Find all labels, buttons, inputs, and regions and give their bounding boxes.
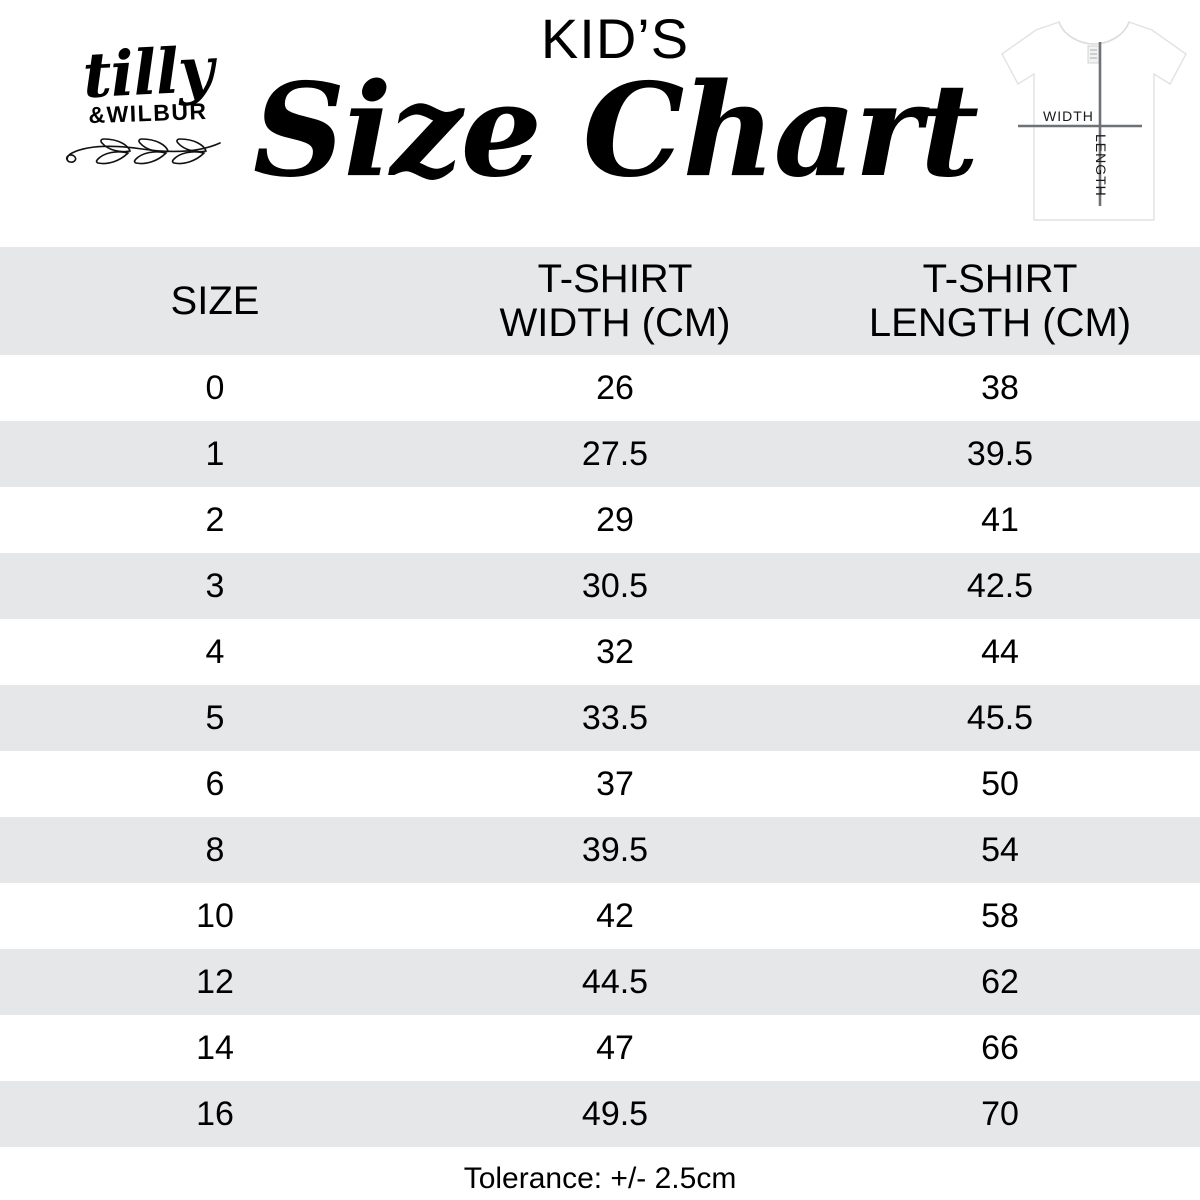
chart-header: tilly &WILBUR KID’S Size Chart	[0, 0, 1200, 247]
cell-length: 66	[800, 1015, 1200, 1081]
cell-length: 58	[800, 883, 1200, 949]
cell-width: 42	[430, 883, 800, 949]
cell-width: 33.5	[430, 685, 800, 751]
table-row: 4 32 44	[0, 619, 1200, 685]
cell-size: 14	[0, 1015, 430, 1081]
table-row: 12 44.5 62	[0, 949, 1200, 1015]
cell-size: 10	[0, 883, 430, 949]
table-row: 6 37 50	[0, 751, 1200, 817]
tshirt-diagram: WIDTH LENGTH	[996, 6, 1192, 232]
page-title: KID’S Size Chart	[250, 0, 980, 206]
cell-width: 44.5	[430, 949, 800, 1015]
cell-size: 0	[0, 355, 430, 421]
cell-size: 5	[0, 685, 430, 751]
column-header-size: SIZE	[0, 247, 430, 355]
cell-size: 16	[0, 1081, 430, 1147]
column-header-width: T-SHIRT WIDTH (CM)	[430, 247, 800, 355]
cell-size: 1	[0, 421, 430, 487]
title-eyebrow: KID’S	[540, 7, 690, 70]
cell-size: 6	[0, 751, 430, 817]
column-header-length: T-SHIRT LENGTH (CM)	[800, 247, 1200, 355]
cell-length: 39.5	[800, 421, 1200, 487]
cell-width: 37	[430, 751, 800, 817]
table-row: 3 30.5 42.5	[0, 553, 1200, 619]
cell-width: 39.5	[430, 817, 800, 883]
cell-length: 45.5	[800, 685, 1200, 751]
brand-logo: tilly &WILBUR	[48, 33, 248, 202]
cell-size: 4	[0, 619, 430, 685]
cell-length: 70	[800, 1081, 1200, 1147]
cell-width: 27.5	[430, 421, 800, 487]
cell-length: 50	[800, 751, 1200, 817]
table-row: 0 26 38	[0, 355, 1200, 421]
cell-width: 26	[430, 355, 800, 421]
table-row: 2 29 41	[0, 487, 1200, 553]
cell-size: 8	[0, 817, 430, 883]
cell-length: 41	[800, 487, 1200, 553]
brand-sub-name: &WILBUR	[88, 97, 208, 129]
table-header-row: SIZE T-SHIRT WIDTH (CM) T-SHIRT LENGTH (…	[0, 247, 1200, 355]
table-row: 1 27.5 39.5	[0, 421, 1200, 487]
cell-width: 30.5	[430, 553, 800, 619]
cell-size: 3	[0, 553, 430, 619]
title-main: Size Chart	[252, 56, 979, 206]
cell-length: 54	[800, 817, 1200, 883]
table-body: 0 26 38 1 27.5 39.5 2 29 41 3 30.5 42.5 …	[0, 355, 1200, 1147]
cell-width: 47	[430, 1015, 800, 1081]
table-row: 10 42 58	[0, 883, 1200, 949]
cell-width: 29	[430, 487, 800, 553]
cell-width: 49.5	[430, 1081, 800, 1147]
cell-length: 38	[800, 355, 1200, 421]
cell-width: 32	[430, 619, 800, 685]
tshirt-length-label: LENGTH	[1093, 134, 1109, 197]
table-row: 8 39.5 54	[0, 817, 1200, 883]
table-row: 16 49.5 70	[0, 1081, 1200, 1147]
tolerance-note: Tolerance: +/- 2.5cm	[463, 1162, 737, 1195]
cell-length: 44	[800, 619, 1200, 685]
size-chart-table: SIZE T-SHIRT WIDTH (CM) T-SHIRT LENGTH (…	[0, 247, 1200, 1147]
cell-size: 12	[0, 949, 430, 1015]
table-row: 14 47 66	[0, 1015, 1200, 1081]
cell-size: 2	[0, 487, 430, 553]
tshirt-width-label: WIDTH	[1043, 108, 1094, 124]
cell-length: 42.5	[800, 553, 1200, 619]
table-header: SIZE T-SHIRT WIDTH (CM) T-SHIRT LENGTH (…	[0, 247, 1200, 355]
table-row: 5 33.5 45.5	[0, 685, 1200, 751]
cell-length: 62	[800, 949, 1200, 1015]
leaf-branch-icon	[48, 129, 248, 180]
